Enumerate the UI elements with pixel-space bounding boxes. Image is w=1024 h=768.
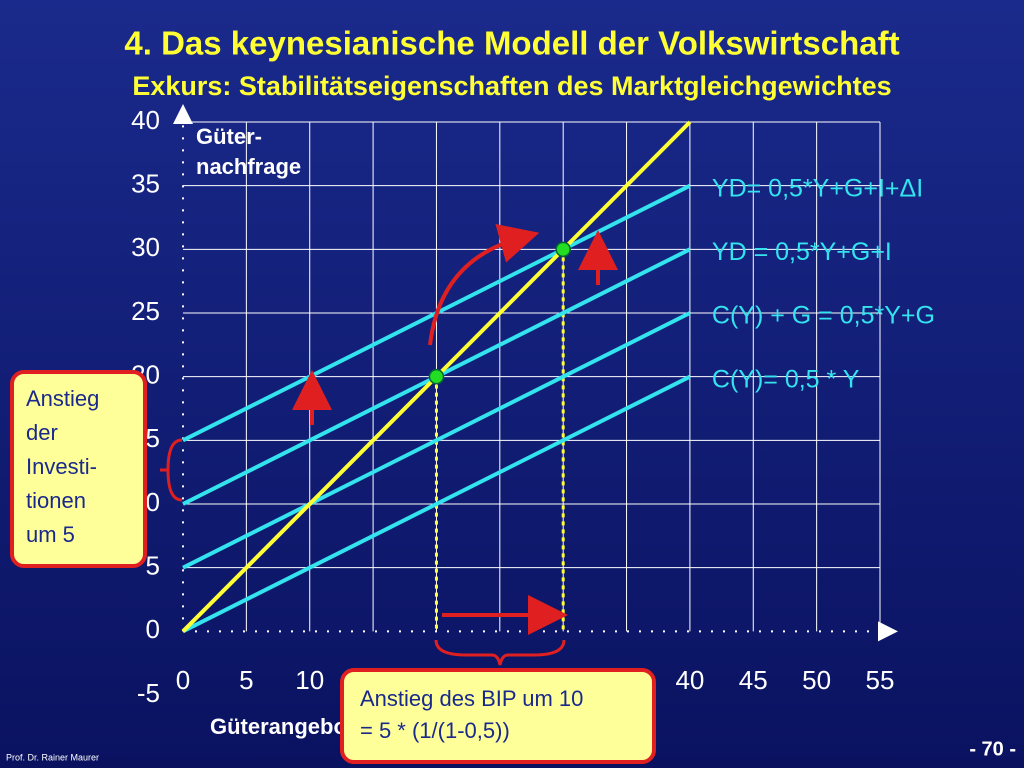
y-tick-label: -5 [137, 678, 160, 708]
x-tick-label: 0 [176, 665, 190, 695]
annotation-text: der [26, 420, 58, 445]
subtitle: Exkurs: Stabilitätseigenschaften des Mar… [132, 71, 891, 101]
line-series [182, 374, 691, 634]
legend-label: YD= 0,5*Y+G+I+ΔI [712, 174, 923, 202]
annotation-text: = 5 * (1/(1-0,5)) [360, 718, 510, 743]
y-tick-label: 30 [131, 232, 160, 262]
y-tick-label: 5 [146, 551, 160, 581]
x-tick-label: 40 [675, 665, 704, 695]
y-tick-label: 25 [131, 296, 160, 326]
legend-label: YD = 0,5*Y+G+I [712, 238, 892, 266]
footer-author: Prof. Dr. Rainer Maurer [6, 752, 99, 762]
brace [160, 438, 183, 502]
y-tick-label: 0 [146, 614, 160, 644]
annotation-text: tionen [26, 488, 86, 513]
title: 4. Das keynesianische Modell der Volkswi… [124, 25, 899, 62]
legend-label: C(Y)= 0,5 * Y [712, 365, 860, 393]
annotation-box [340, 668, 656, 764]
y-tick-label: 40 [131, 105, 160, 135]
annotation-text: Investi- [26, 454, 97, 479]
annotation-text: Anstieg des BIP um 10 [360, 686, 583, 711]
line-series [182, 311, 691, 570]
y-tick-label: 35 [131, 169, 160, 199]
arrows [160, 224, 618, 666]
equilibrium-point [555, 241, 571, 258]
brace [434, 639, 566, 666]
x-tick-label: 10 [295, 665, 324, 695]
x-tick-label: 45 [739, 665, 768, 695]
x-tick-label: 50 [802, 665, 831, 695]
annotations: Anstieg der Investi-tionen um 5 Anstieg des … [26, 386, 583, 743]
x-tick-label: 5 [239, 665, 253, 695]
y-axis-label: nachfrage [196, 154, 301, 179]
annotation-text: um 5 [26, 522, 75, 547]
annotation-text: Anstieg [26, 386, 99, 411]
y-axis-label: Güter- [196, 124, 262, 149]
page-number: - 70 - [969, 738, 1016, 760]
legend-label: C(Y) + G = 0,5*Y+G [712, 302, 935, 330]
arrow [428, 224, 540, 346]
equilibrium-point [428, 368, 445, 385]
x-tick-label: 55 [866, 665, 895, 695]
annotation-box [10, 370, 147, 568]
